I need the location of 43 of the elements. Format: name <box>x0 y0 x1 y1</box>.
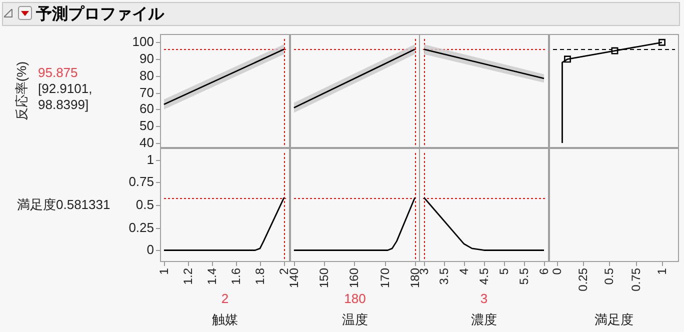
x-axis-title: 満足度 <box>594 311 634 329</box>
x-tick-label: 1 <box>654 268 669 275</box>
y-tick-label: 50 <box>140 118 154 134</box>
x-tick-label: 5 <box>496 268 511 275</box>
x-tick-label: 0 <box>550 268 564 275</box>
x-axis-title: 触媒 <box>212 311 238 329</box>
x-axis-title: 温度 <box>342 311 368 329</box>
x-tick-label: 3.5 <box>436 268 451 285</box>
text: 2 <box>221 291 229 306</box>
x-axis-title: 濃度 <box>471 311 497 329</box>
y-tick-label: 40 <box>140 135 154 150</box>
text: 180 <box>344 291 366 306</box>
y-tick-label: 0.5 <box>136 197 154 212</box>
y-tick-label: 60 <box>140 101 154 116</box>
x-tick-label: 1.4 <box>204 268 219 285</box>
y-tick-label: 0.25 <box>128 220 154 236</box>
x-tick-label: 1.6 <box>228 268 243 285</box>
text: 95.875 <box>38 65 79 81</box>
x-tick-label: 0.75 <box>628 268 643 292</box>
x-tick-label: 1 <box>156 268 171 275</box>
text: 3 <box>480 291 488 306</box>
x-tick-label: 4 <box>456 268 471 275</box>
x-tick-label: 6 <box>536 268 551 275</box>
x-tick-label: 4.5 <box>476 268 491 285</box>
y-tick-label: 100 <box>132 34 154 50</box>
x-tick-label: 150 <box>316 268 331 288</box>
y-tick-label: 0.75 <box>128 174 154 190</box>
x-tick-label: 160 <box>346 268 361 288</box>
y-tick-label: 80 <box>140 68 154 84</box>
x-tick-label: 170 <box>378 268 392 288</box>
text: [92.9101, 98.8399] <box>38 81 94 113</box>
x-tick-label: 1.2 <box>180 268 195 285</box>
y-axis-title: 反応率(%) <box>13 61 30 121</box>
x-tick-label: 0.25 <box>576 268 590 292</box>
y-tick-label: 1 <box>146 152 154 168</box>
x-tick-label: 5.5 <box>516 268 531 285</box>
y-tick-label: 70 <box>140 85 154 100</box>
x-tick-label: 0.5 <box>602 268 616 285</box>
chart-title: 予測プロファイル <box>36 4 164 25</box>
x-tick-label: 1.8 <box>252 268 267 285</box>
y-axis-title: 満足度0.581331 <box>17 196 110 214</box>
y-tick-label: 0 <box>146 242 154 258</box>
y-tick-label: 90 <box>140 51 154 66</box>
